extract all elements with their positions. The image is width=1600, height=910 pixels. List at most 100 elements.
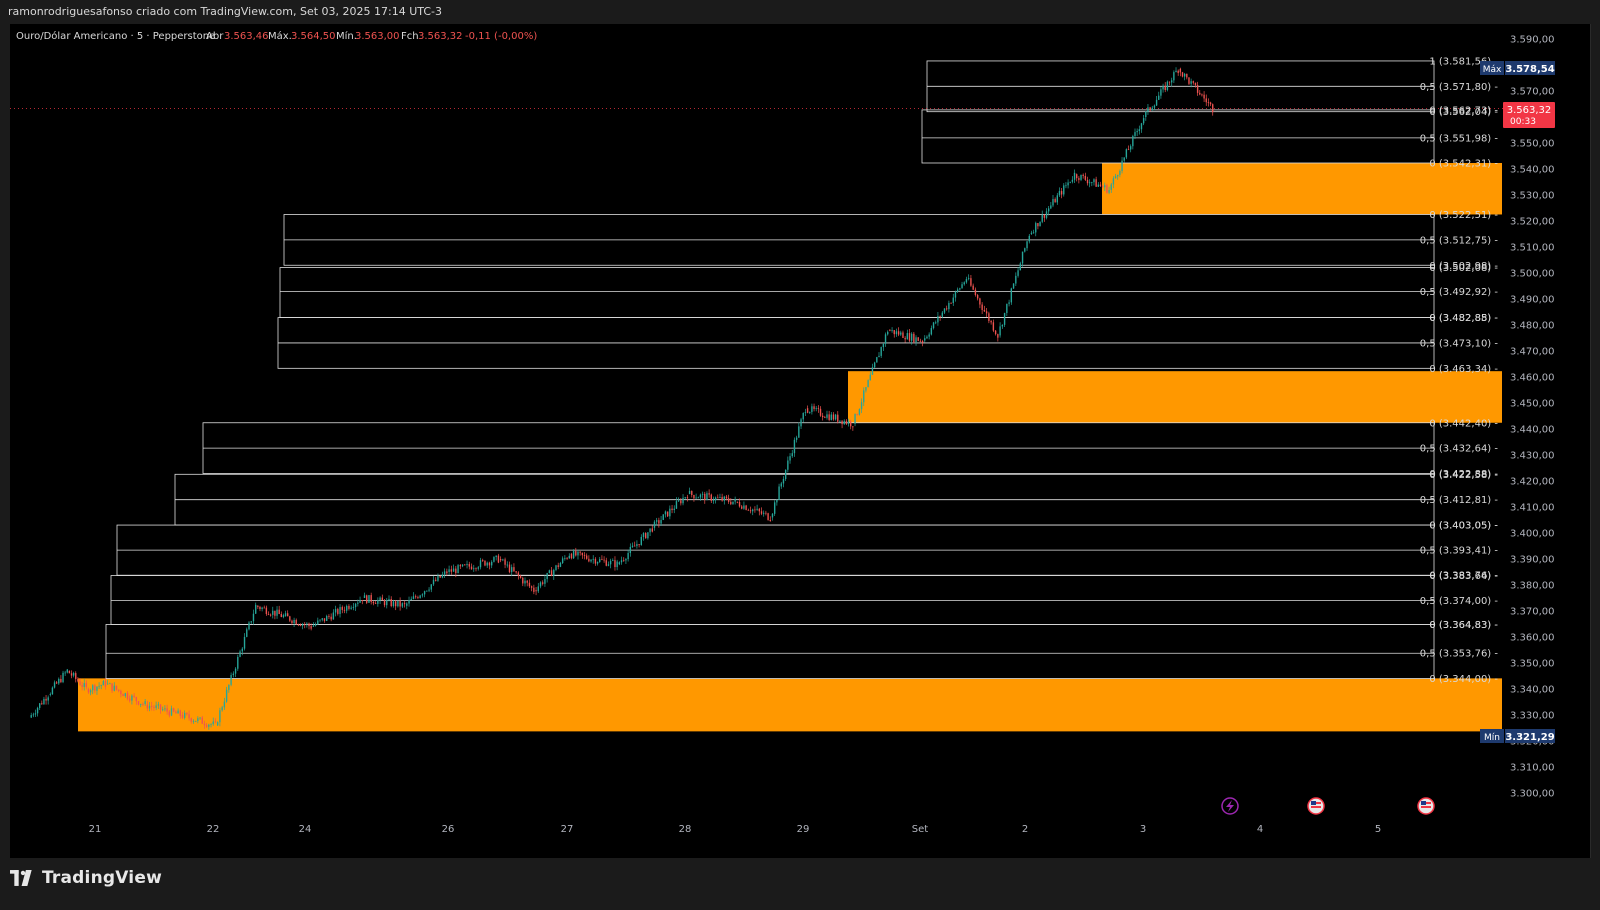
candle-body	[599, 559, 601, 563]
fib-level-label: 0,5 (3.473,10) -	[1420, 338, 1499, 349]
lightning-icon[interactable]	[1221, 797, 1239, 815]
candle-body	[1205, 98, 1207, 103]
candle-body	[684, 497, 686, 499]
fib-level-label: 0 (3.562,73) -	[1429, 105, 1498, 116]
candle-body	[908, 333, 911, 341]
candle-body	[314, 624, 317, 626]
candle-body	[172, 708, 175, 712]
candle-body	[1041, 214, 1043, 222]
attribution-text: ramonrodriguesafonso criado com TradingV…	[8, 5, 442, 18]
fib-level-label: 0 (3.482,88) -	[1429, 313, 1498, 324]
candle-body	[519, 575, 522, 578]
candle-body	[175, 711, 177, 714]
candle-body	[732, 501, 734, 505]
price-tick-label: 3.550,00	[1510, 139, 1555, 150]
candle-body	[466, 564, 468, 565]
candle-body	[603, 559, 605, 561]
candle-body	[255, 604, 257, 614]
candle-body	[230, 675, 232, 685]
candle-body	[282, 615, 285, 617]
candle-body	[575, 550, 577, 556]
candle-body	[1019, 263, 1022, 271]
candle-body	[368, 595, 370, 603]
candle-body	[1039, 221, 1041, 227]
event-markers	[1221, 797, 1435, 815]
candle-body	[537, 586, 539, 592]
candle-body	[1209, 102, 1212, 105]
candle-body	[60, 678, 62, 683]
candle-body	[629, 546, 632, 554]
candle-body	[882, 343, 885, 348]
candle-body	[129, 698, 131, 701]
candle-body	[1086, 179, 1089, 184]
candle-body	[741, 506, 743, 509]
candle-body	[142, 703, 144, 705]
fib-level-label: 0 (3.364,83) -	[1429, 620, 1498, 631]
candle-body	[148, 705, 151, 709]
candle-body	[1114, 176, 1117, 179]
chart-panel[interactable]: 1 (3.581,56) - 0,5 (3.571,80) - 0 (3.562,0…	[10, 24, 1591, 858]
candle-body	[265, 607, 268, 614]
candle-body	[1153, 105, 1156, 108]
candle-body	[767, 513, 769, 520]
brand[interactable]: TradingView	[10, 868, 162, 888]
legend-low-label: Mín.	[336, 30, 357, 42]
candle-body	[721, 497, 723, 501]
candle-body	[601, 559, 603, 560]
candle-body	[98, 685, 100, 687]
fib-level-label: 0 (3.442,40) -	[1429, 418, 1498, 429]
fib-level-label: 0 (3.344,00) -	[1429, 674, 1498, 685]
candle-body	[869, 374, 871, 381]
candle-body	[1028, 235, 1030, 242]
candle-body	[278, 609, 280, 615]
candle-body	[948, 302, 950, 310]
legend-symbol[interactable]: Ouro/Dólar Americano · 5 · Pepperstone	[16, 30, 215, 42]
candle-body	[1196, 85, 1199, 93]
candle-body	[486, 562, 488, 566]
candle-body	[1212, 104, 1214, 113]
fib-level-label: 0,5 (3.412,81) -	[1420, 495, 1499, 506]
candle-body	[366, 595, 368, 603]
candle-body	[806, 408, 809, 413]
candle-body	[891, 330, 893, 331]
countdown: 00:33	[1510, 117, 1536, 127]
max-value: 3.578,54	[1505, 64, 1554, 75]
candle-body	[1060, 191, 1063, 195]
us-flag-icon[interactable]	[1307, 797, 1325, 815]
candle-body	[1021, 251, 1024, 264]
candle-body	[428, 589, 430, 591]
time-axis[interactable]: 21 22 24 26 27 28 29 Set 2 3 4 5	[10, 818, 1503, 858]
candle-body	[30, 715, 32, 718]
candle-body	[596, 562, 599, 564]
candle-body	[1119, 170, 1121, 176]
candle-body	[1093, 179, 1095, 183]
candle-body	[979, 298, 981, 305]
candle-body	[383, 600, 386, 606]
orange-zone	[848, 371, 1502, 423]
candle-body	[439, 575, 441, 578]
candle-body	[945, 308, 948, 310]
price-axis[interactable]: 3.590,003.580,003.570,003.560,003.550,00…	[1503, 24, 1590, 858]
candle-body	[760, 511, 763, 514]
candle-body	[1151, 107, 1153, 110]
candle-body	[435, 579, 437, 581]
candle-body	[267, 613, 270, 615]
candle-body	[1045, 211, 1048, 218]
candle-body	[410, 598, 412, 601]
price-tick-label: 3.350,00	[1510, 659, 1555, 670]
candle-body	[992, 322, 995, 331]
candle-body	[312, 625, 315, 627]
candle-body	[919, 340, 922, 342]
us-flag-icon[interactable]	[1417, 797, 1435, 815]
candle-body	[1160, 89, 1162, 96]
price-tick-label: 3.500,00	[1510, 269, 1555, 280]
candle-body	[937, 316, 939, 323]
candle-body	[800, 419, 802, 427]
candle-body	[959, 288, 961, 290]
candle-body	[461, 564, 464, 567]
candle-body	[530, 586, 533, 588]
candle-body	[607, 564, 610, 566]
candle-body	[821, 415, 824, 418]
candle-body	[856, 414, 858, 415]
price-chart[interactable]: 1 (3.581,56) - 0,5 (3.571,80) - 0 (3.562,0…	[10, 24, 1590, 858]
